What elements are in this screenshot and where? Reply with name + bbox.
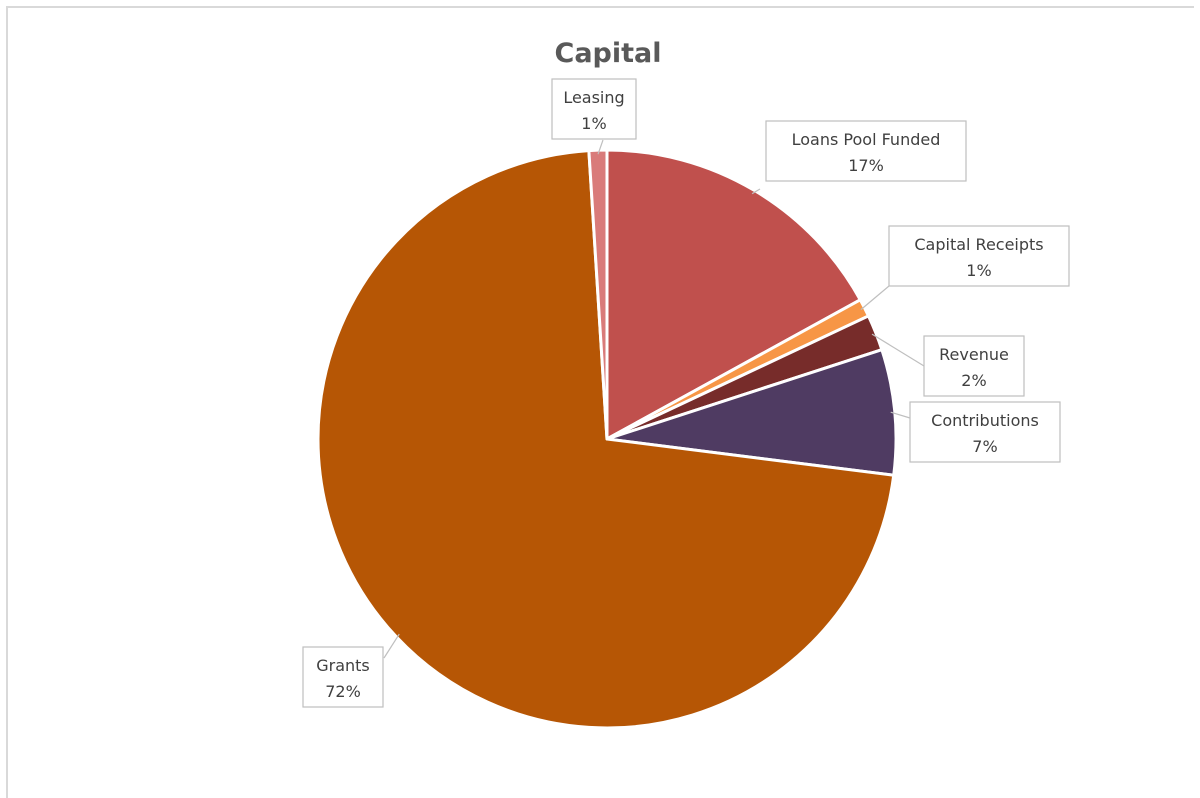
data-label: Revenue 2% [923,335,1025,397]
chart-frame [6,6,1194,798]
leader-line [860,285,890,311]
data-label-box [909,401,1061,463]
data-label: Capital Receipts 1% [888,225,1070,287]
pie-slice-leasing [587,148,609,441]
data-label-box [302,646,384,708]
pie-slice-contributions [605,348,898,477]
leader-line [890,411,911,419]
data-label: Grants 72% [302,646,384,708]
data-label: Leasing 1% [551,78,637,140]
data-label-percent: 2% [961,371,986,390]
data-label: Contributions 7% [909,401,1061,463]
pie-slice-loans-pool-funded [605,148,862,441]
leader-line [597,139,604,155]
leader-line [871,333,925,367]
pie-slices [316,148,898,730]
data-label-category: Loans Pool Funded [792,130,941,149]
data-label-category: Contributions [931,411,1039,430]
data-label-percent: 17% [848,156,884,175]
data-label-percent: 7% [972,437,997,456]
data-label-percent: 1% [966,261,991,280]
data-label-percent: 1% [581,114,606,133]
leader-line [383,633,400,659]
data-label-box [551,78,637,140]
data-labels: Loans Pool Funded 17% Capital Receipts 1% Re… [302,78,1070,708]
leader-line [751,188,761,195]
data-label-category: Leasing [563,88,624,107]
data-label-box [923,335,1025,397]
data-label-category: Grants [316,656,370,675]
data-label-box [888,225,1070,287]
data-label: Loans Pool Funded 17% [765,120,967,182]
chart-title: Capital [555,38,662,69]
data-label-percent: 72% [325,682,361,701]
data-label-category: Revenue [939,345,1009,364]
data-label-category: Capital Receipts [914,235,1043,254]
data-label-box [765,120,967,182]
